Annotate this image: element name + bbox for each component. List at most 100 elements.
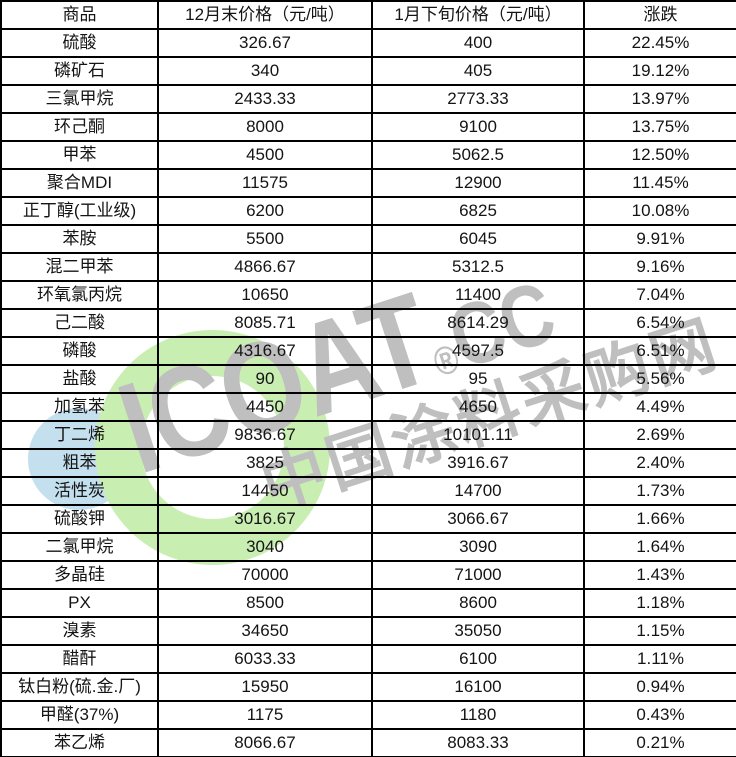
table-row: 钛白粉(硫.金.厂) 15950 16100 0.94% [0, 672, 736, 702]
dec-price-cell: 3016.67 [157, 504, 373, 534]
jan-price-cell: 12900 [371, 168, 585, 198]
change-cell: 10.08% [583, 196, 736, 226]
header-row: 商品 12月末价格（元/吨） 1月下旬价格（元/吨） 涨跌 [0, 0, 736, 30]
dec-price-cell: 11575 [157, 168, 373, 198]
product-cell: 钛白粉(硫.金.厂) [0, 672, 159, 702]
table-row: 正丁醇(工业级) 6200 6825 10.08% [0, 196, 736, 226]
jan-price-cell: 5312.5 [371, 252, 585, 282]
change-cell: 1.64% [583, 532, 736, 562]
jan-price-cell: 3090 [371, 532, 585, 562]
table-row: 环氧氯丙烷 10650 11400 7.04% [0, 280, 736, 310]
jan-price-cell: 6825 [371, 196, 585, 226]
dec-price-cell: 8000 [157, 112, 373, 142]
jan-price-cell: 95 [371, 364, 585, 394]
jan-price-cell: 11400 [371, 280, 585, 310]
dec-price-cell: 5500 [157, 224, 373, 254]
product-cell: 甲醛(37%) [0, 700, 159, 730]
jan-price-cell: 4650 [371, 392, 585, 422]
product-cell: 环氧氯丙烷 [0, 280, 159, 310]
table-row: 磷矿石 340 405 19.12% [0, 56, 736, 86]
jan-price-cell: 35050 [371, 616, 585, 646]
table-row: 环己酮 8000 9100 13.75% [0, 112, 736, 142]
dec-price-cell: 8066.67 [157, 728, 373, 757]
change-cell: 2.69% [583, 420, 736, 450]
product-cell: 醋酐 [0, 644, 159, 674]
dec-price-cell: 14450 [157, 476, 373, 506]
product-cell: 活性炭 [0, 476, 159, 506]
dec-price-cell: 8500 [157, 588, 373, 618]
change-cell: 1.18% [583, 588, 736, 618]
dec-price-cell: 3040 [157, 532, 373, 562]
product-cell: 磷矿石 [0, 56, 159, 86]
table-row: 硫酸钾 3016.67 3066.67 1.66% [0, 504, 736, 534]
change-cell: 0.43% [583, 700, 736, 730]
change-cell: 9.16% [583, 252, 736, 282]
product-cell: 二氯甲烷 [0, 532, 159, 562]
change-cell: 13.97% [583, 84, 736, 114]
product-cell: 盐酸 [0, 364, 159, 394]
table-row: 溴素 34650 35050 1.15% [0, 616, 736, 646]
table-row: 丁二烯 9836.67 10101.11 2.69% [0, 420, 736, 450]
change-cell: 6.51% [583, 336, 736, 366]
product-cell: 己二酸 [0, 308, 159, 338]
jan-price-cell: 2773.33 [371, 84, 585, 114]
change-cell: 5.56% [583, 364, 736, 394]
product-cell: 三氯甲烷 [0, 84, 159, 114]
jan-price-cell: 1180 [371, 700, 585, 730]
change-cell: 4.49% [583, 392, 736, 422]
table-row: PX 8500 8600 1.18% [0, 588, 736, 618]
product-cell: 硫酸 [0, 28, 159, 58]
jan-price-cell: 400 [371, 28, 585, 58]
jan-price-cell: 9100 [371, 112, 585, 142]
table-row: 聚合MDI 11575 12900 11.45% [0, 168, 736, 198]
dec-price-cell: 4316.67 [157, 336, 373, 366]
product-cell: PX [0, 588, 159, 618]
header-product: 商品 [0, 0, 159, 30]
change-cell: 22.45% [583, 28, 736, 58]
jan-price-cell: 6100 [371, 644, 585, 674]
product-cell: 苯乙烯 [0, 728, 159, 757]
dec-price-cell: 34650 [157, 616, 373, 646]
dec-price-cell: 70000 [157, 560, 373, 590]
jan-price-cell: 16100 [371, 672, 585, 702]
dec-price-cell: 3825 [157, 448, 373, 478]
dec-price-cell: 4450 [157, 392, 373, 422]
product-cell: 加氢苯 [0, 392, 159, 422]
jan-price-cell: 5062.5 [371, 140, 585, 170]
header-change: 涨跌 [583, 0, 736, 30]
change-cell: 1.73% [583, 476, 736, 506]
table-row: 多晶硅 70000 71000 1.43% [0, 560, 736, 590]
change-cell: 2.40% [583, 448, 736, 478]
change-cell: 0.21% [583, 728, 736, 757]
product-cell: 硫酸钾 [0, 504, 159, 534]
table-row: 粗苯 3825 3916.67 2.40% [0, 448, 736, 478]
change-cell: 13.75% [583, 112, 736, 142]
change-cell: 9.91% [583, 224, 736, 254]
jan-price-cell: 6045 [371, 224, 585, 254]
product-cell: 正丁醇(工业级) [0, 196, 159, 226]
change-cell: 19.12% [583, 56, 736, 86]
change-cell: 1.11% [583, 644, 736, 674]
dec-price-cell: 90 [157, 364, 373, 394]
dec-price-cell: 6200 [157, 196, 373, 226]
product-cell: 多晶硅 [0, 560, 159, 590]
product-cell: 粗苯 [0, 448, 159, 478]
change-cell: 12.50% [583, 140, 736, 170]
change-cell: 0.94% [583, 672, 736, 702]
jan-price-cell: 14700 [371, 476, 585, 506]
dec-price-cell: 15950 [157, 672, 373, 702]
dec-price-cell: 2433.33 [157, 84, 373, 114]
change-cell: 1.66% [583, 504, 736, 534]
table-row: 醋酐 6033.33 6100 1.11% [0, 644, 736, 674]
dec-price-cell: 1175 [157, 700, 373, 730]
jan-price-cell: 10101.11 [371, 420, 585, 450]
product-cell: 混二甲苯 [0, 252, 159, 282]
jan-price-cell: 3916.67 [371, 448, 585, 478]
product-cell: 磷酸 [0, 336, 159, 366]
product-cell: 苯胺 [0, 224, 159, 254]
table-row: 苯胺 5500 6045 9.91% [0, 224, 736, 254]
table-row: 甲醛(37%) 1175 1180 0.43% [0, 700, 736, 730]
change-cell: 7.04% [583, 280, 736, 310]
change-cell: 6.54% [583, 308, 736, 338]
